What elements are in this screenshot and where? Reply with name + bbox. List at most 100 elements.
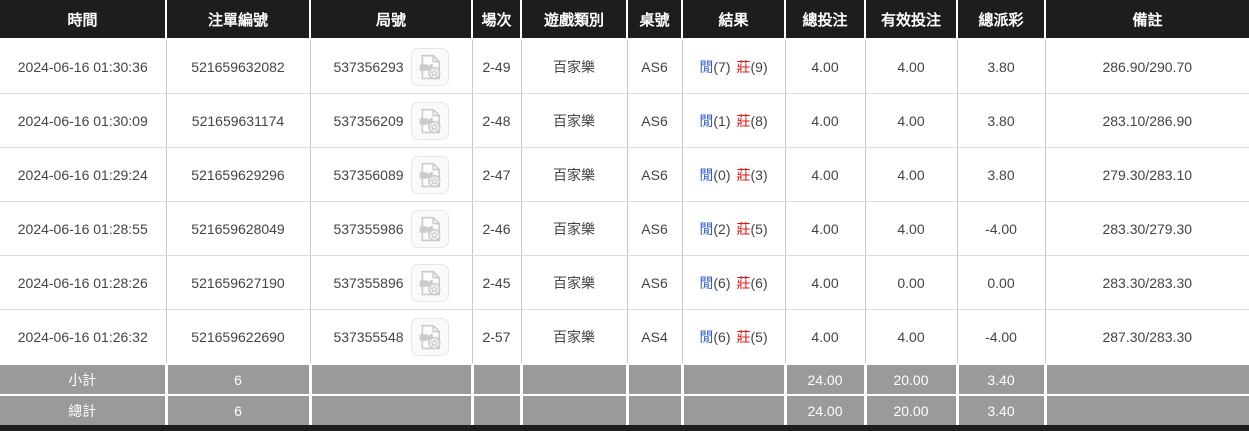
total-payout-cell: 3.80 (957, 147, 1046, 202)
table-row: 2024-06-16 01:30:09 521659631174 5373562… (0, 93, 1249, 148)
summary-total-bet-cell: 24.00 (785, 363, 867, 395)
table-row: 2024-06-16 01:30:36 521659632082 5373562… (0, 39, 1249, 94)
banker-result-label: 莊 (736, 328, 751, 345)
col-header-remark: 備註 (1045, 0, 1249, 40)
time-cell: 2024-06-16 01:29:24 (0, 147, 167, 202)
total-bet-cell: 4.00 (785, 201, 866, 256)
table-row: 2024-06-16 01:28:26 521659627190 5373558… (0, 255, 1249, 310)
player-result-label: 閒 (699, 220, 714, 237)
col-header-time: 時間 (0, 0, 167, 40)
session-cell: 2-47 (472, 147, 522, 202)
video-replay-button[interactable] (410, 47, 449, 86)
col-header-table-no: 桌號 (627, 0, 683, 40)
table-row: 2024-06-16 01:28:55 521659628049 5373559… (0, 201, 1249, 256)
bet-id-cell: 521659628049 (166, 201, 311, 256)
video-replay-button[interactable] (410, 101, 449, 140)
summary-count-cell: 6 (166, 394, 312, 425)
bet-id-cell: 521659622690 (166, 309, 311, 365)
summary-row: 總計 6 24.00 20.00 3.40 (0, 394, 1249, 425)
bottom-divider-bar (0, 425, 1249, 431)
total-payout-cell: -4.00 (957, 309, 1046, 365)
remark-cell: 279.30/283.10 (1045, 147, 1249, 202)
total-payout-cell: 0.00 (957, 255, 1046, 310)
video-replay-button[interactable] (410, 155, 449, 194)
player-result-label: 閒 (699, 112, 714, 129)
result-cell: 閒(6) 莊(5) (682, 309, 786, 365)
summary-empty-cell (682, 363, 787, 395)
summary-empty-cell (1045, 363, 1249, 395)
time-cell: 2024-06-16 01:30:36 (0, 39, 167, 94)
summary-empty-cell (521, 363, 629, 395)
col-header-bet-id: 注單編號 (166, 0, 311, 40)
total-bet-cell: 4.00 (785, 147, 866, 202)
col-header-result: 結果 (682, 0, 786, 40)
total-bet-cell: 4.00 (785, 255, 866, 310)
video-file-icon (419, 270, 441, 295)
table-no-cell: AS6 (627, 93, 683, 148)
banker-result-score: (6) (750, 274, 768, 291)
col-header-session: 場次 (472, 0, 522, 40)
video-file-icon (419, 324, 441, 349)
time-cell: 2024-06-16 01:28:26 (0, 255, 167, 310)
player-result-score: (6) (713, 328, 731, 345)
round-id: 537356293 (333, 58, 404, 75)
total-payout-cell: 3.80 (957, 93, 1046, 148)
round-cell: 537356209 (310, 93, 473, 148)
video-replay-button[interactable] (410, 263, 449, 302)
summary-empty-cell (472, 363, 523, 395)
video-replay-button[interactable] (410, 209, 449, 248)
game-type-cell: 百家樂 (521, 93, 628, 148)
col-header-total-payout: 總派彩 (957, 0, 1046, 40)
table-row: 2024-06-16 01:26:32 521659622690 5373555… (0, 309, 1249, 365)
remark-cell: 283.30/279.30 (1045, 201, 1249, 256)
round-id-group: 537355548 (311, 317, 472, 356)
round-cell: 537356293 (310, 39, 473, 94)
summary-empty-cell (1045, 394, 1249, 425)
round-id: 537355548 (333, 328, 404, 345)
bet-id-cell: 521659632082 (166, 39, 311, 94)
table-no-cell: AS6 (627, 39, 683, 94)
round-cell: 537356089 (310, 147, 473, 202)
banker-result-label: 莊 (736, 220, 751, 237)
session-cell: 2-57 (472, 309, 522, 365)
player-result-score: (1) (713, 112, 731, 129)
valid-bet-cell: 4.00 (865, 93, 958, 148)
player-result-label: 閒 (699, 328, 714, 345)
session-cell: 2-45 (472, 255, 522, 310)
summary-row: 小計 6 24.00 20.00 3.40 (0, 363, 1249, 395)
round-id: 537356209 (333, 112, 404, 129)
summary-valid-bet-cell: 20.00 (865, 363, 959, 395)
summary-empty-cell (627, 394, 684, 425)
summary-empty-cell (627, 363, 684, 395)
game-type-cell: 百家樂 (521, 309, 628, 365)
result-cell: 閒(6) 莊(6) (682, 255, 786, 310)
video-replay-button[interactable] (410, 317, 449, 356)
col-header-game-type: 遊戲類別 (521, 0, 628, 40)
summary-empty-cell (310, 363, 474, 395)
round-id-group: 537355986 (311, 209, 472, 248)
video-file-icon (419, 216, 441, 241)
player-result-label: 閒 (699, 166, 714, 183)
valid-bet-cell: 4.00 (865, 309, 958, 365)
table-no-cell: AS6 (627, 147, 683, 202)
player-result-score: (2) (713, 220, 731, 237)
round-cell: 537355548 (310, 309, 473, 365)
time-cell: 2024-06-16 01:26:32 (0, 309, 167, 365)
player-result-label: 閒 (699, 274, 714, 291)
summary-empty-cell (682, 394, 787, 425)
banker-result-score: (9) (750, 58, 768, 75)
round-id-group: 537356293 (311, 47, 472, 86)
round-id: 537355896 (333, 274, 404, 291)
game-type-cell: 百家樂 (521, 39, 628, 94)
valid-bet-cell: 4.00 (865, 39, 958, 94)
remark-cell: 283.10/286.90 (1045, 93, 1249, 148)
col-header-valid-bet: 有效投注 (865, 0, 958, 40)
time-cell: 2024-06-16 01:28:55 (0, 201, 167, 256)
table-no-cell: AS6 (627, 201, 683, 256)
banker-result-score: (3) (750, 166, 768, 183)
player-result-score: (0) (713, 166, 731, 183)
table-no-cell: AS6 (627, 255, 683, 310)
valid-bet-cell: 4.00 (865, 201, 958, 256)
session-cell: 2-49 (472, 39, 522, 94)
